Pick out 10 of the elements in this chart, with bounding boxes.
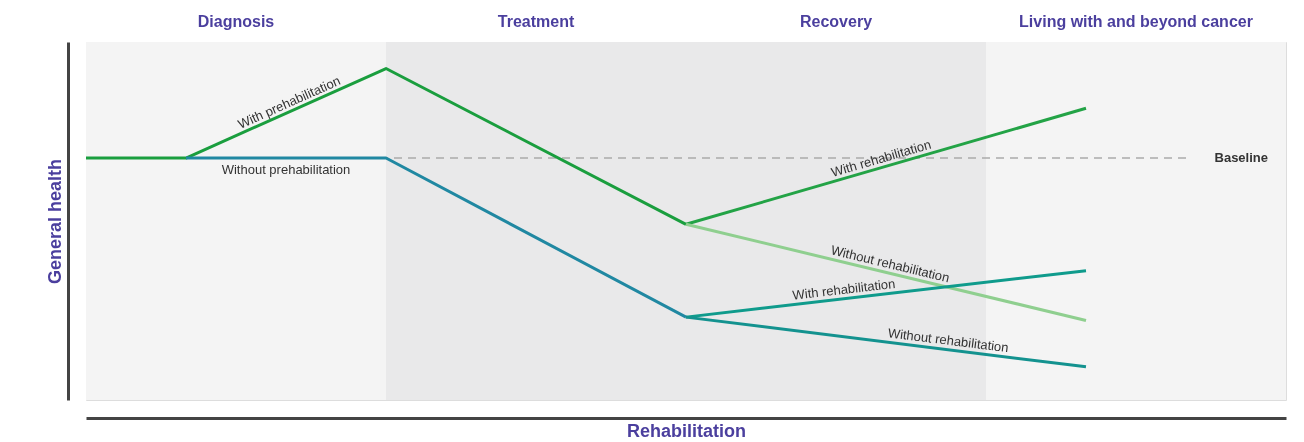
x-axis-title: Rehabilitation — [626, 420, 747, 441]
text: Treatment — [497, 13, 575, 30]
ref-line-label: Baseline — [1214, 150, 1268, 166]
text: Recovery — [799, 13, 873, 30]
text: Living with and beyond cancer — [1019, 13, 1253, 30]
text: With rehabilitation — [791, 275, 897, 303]
series-label: Without prehabilitation — [221, 162, 351, 178]
text: Diagnosis — [197, 13, 275, 30]
text: Without rehabilitation — [887, 325, 1010, 356]
y-axis-title: General health — [44, 158, 65, 285]
